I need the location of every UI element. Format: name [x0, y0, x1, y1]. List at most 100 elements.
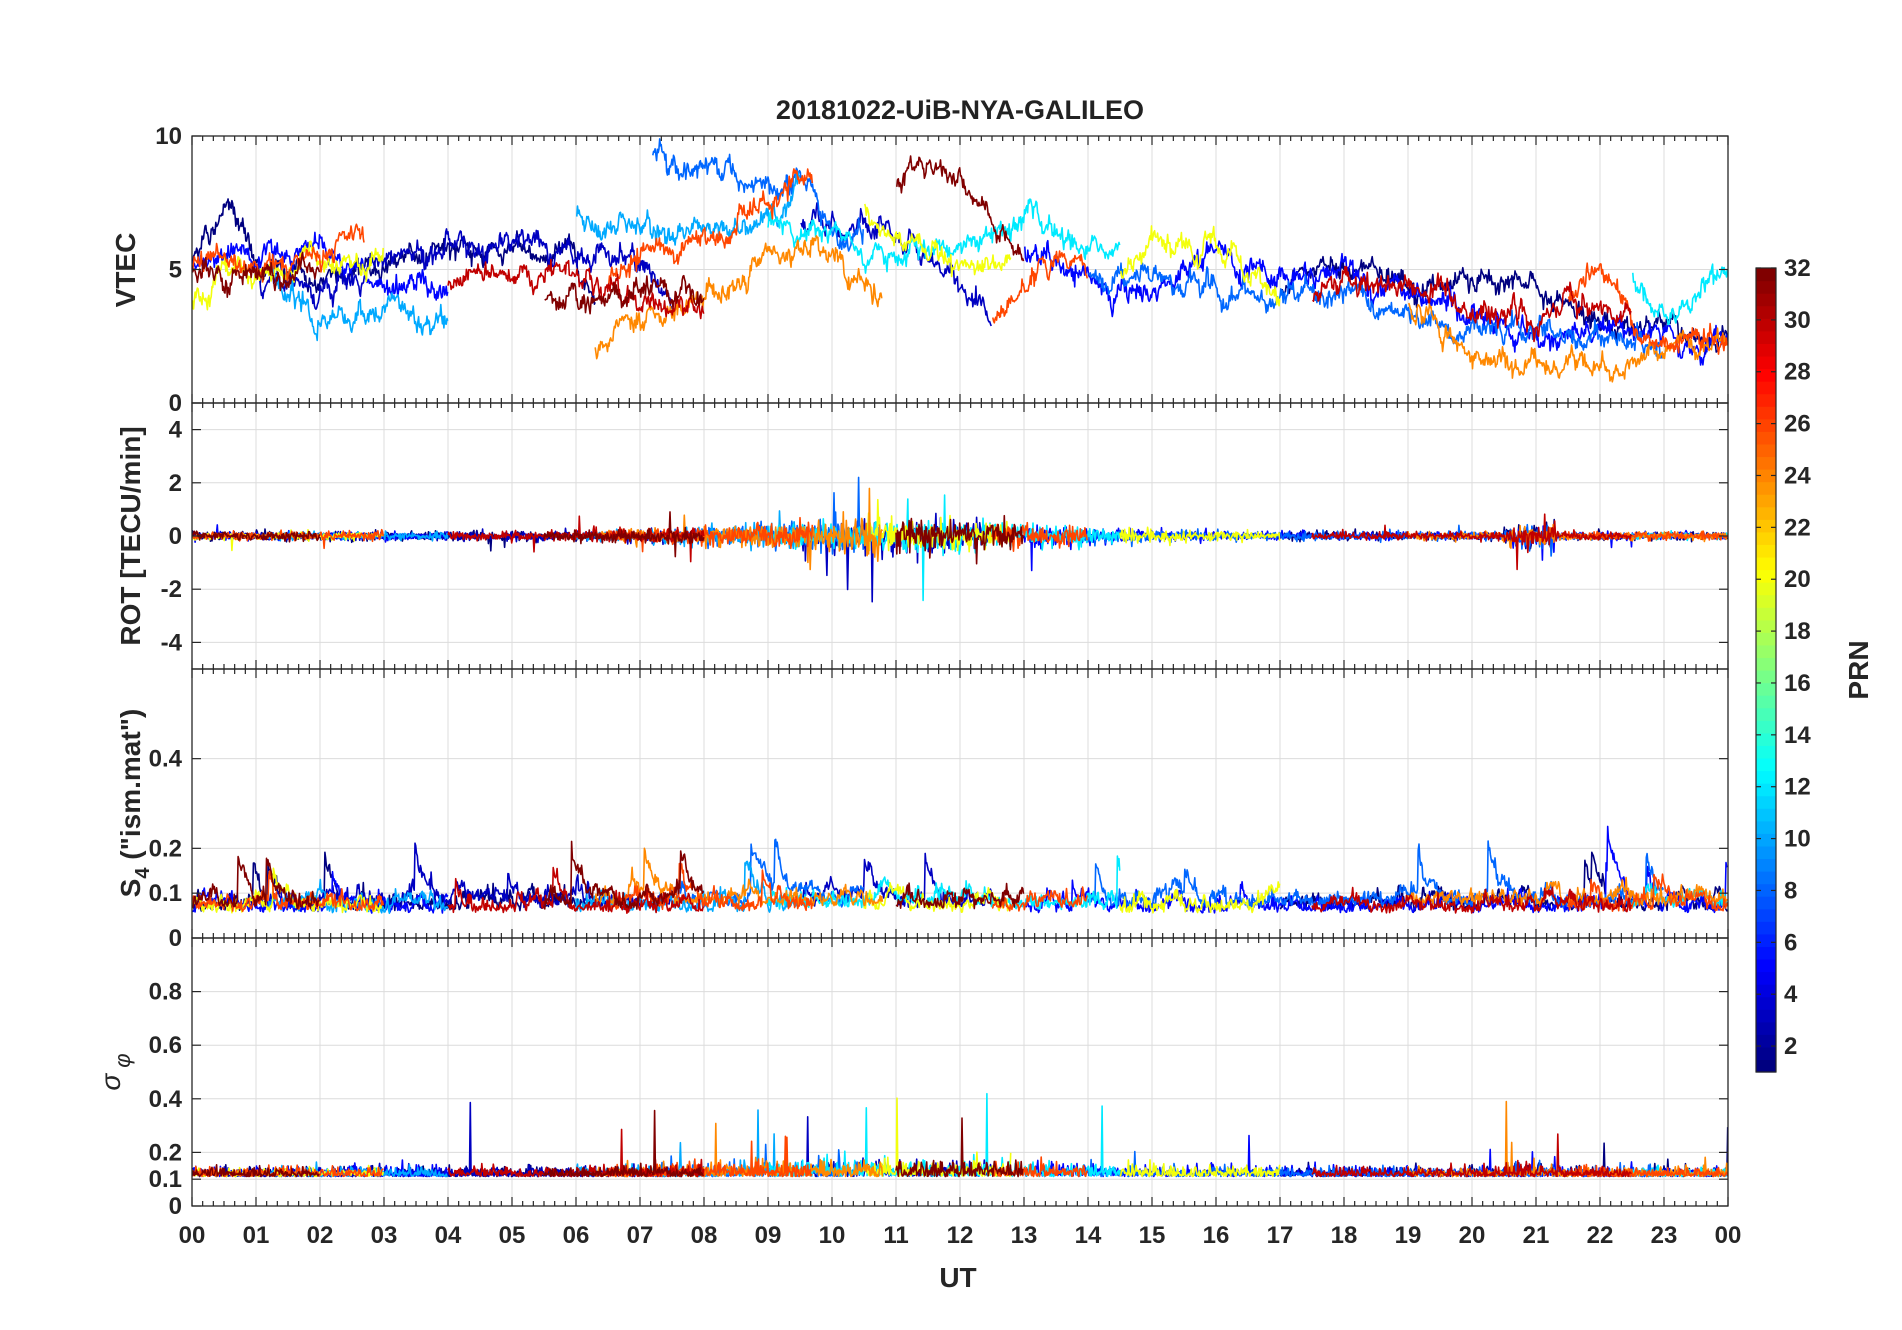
series-line-rot-prn26-arc2 — [991, 521, 1088, 552]
colorbar-segment — [1756, 984, 1776, 998]
colorbar-segment — [1756, 1034, 1776, 1048]
colorbar-tick-label: 10 — [1784, 826, 1811, 853]
colorbar-tick-label: 14 — [1784, 722, 1811, 749]
series-line-vtec-prn12-arc1 — [1632, 263, 1728, 326]
y-tick-label-s4: 0 — [169, 925, 182, 952]
x-tick-label: 12 — [947, 1222, 974, 1249]
series-line-vtec-prn10-arc1 — [576, 171, 801, 246]
series-line-rot-prn32-arc1 — [543, 511, 705, 558]
x-tick-label: 07 — [627, 1222, 654, 1249]
colorbar-segment — [1756, 494, 1776, 508]
panels: 0510-4-202400.10.20.400.10.20.40.60.8VTE… — [95, 123, 1741, 1249]
series-line-vtec-prn30-arc1 — [1312, 265, 1632, 343]
colorbar-segment — [1756, 644, 1776, 659]
y-tick-label-sigma: 0 — [169, 1193, 182, 1220]
colorbar-tick-label: 30 — [1784, 307, 1811, 334]
series-line-vtec-prn26-arc2 — [992, 250, 1088, 324]
series-line-vtec-prn8-arc0 — [652, 138, 864, 252]
x-ticks-rot — [191, 403, 1729, 669]
y-tick-label-rot: 4 — [169, 417, 183, 444]
colorbar-tick-label: 32 — [1784, 255, 1811, 282]
series-line-rot-prn32-arc2 — [895, 514, 1025, 565]
colorbar-tick-label: 24 — [1784, 462, 1811, 489]
x-tick-label: 23 — [1651, 1222, 1678, 1249]
series-line-s4-prn8-arc1 — [1087, 840, 1664, 909]
y-tick-label-rot: 2 — [169, 470, 182, 497]
colorbar-segment — [1756, 921, 1776, 935]
colorbar-tick-label: 16 — [1784, 670, 1811, 697]
colorbar-segment — [1756, 456, 1776, 470]
x-ticks-s4 — [191, 669, 1729, 939]
x-tick-label: 19 — [1395, 1222, 1422, 1249]
colorbar-segment — [1756, 556, 1776, 571]
x-tick-label: 17 — [1267, 1222, 1294, 1249]
y-tick-label-sigma: 0.6 — [149, 1032, 182, 1059]
series-line-s4-prn26-arc2 — [991, 886, 1088, 912]
series-line-sigma-prn20-arc2 — [1119, 1159, 1281, 1178]
colorbar-segment — [1756, 670, 1776, 684]
y-axis-label-vtec: VTEC — [110, 233, 141, 308]
y-tick-label-rot: -2 — [161, 576, 182, 603]
colorbar-segment — [1756, 845, 1776, 860]
y-tick-label-s4: 0.1 — [149, 880, 182, 907]
series-line-rot-prn24-arc0 — [594, 487, 884, 571]
series-line-rot-prn26-arc1 — [607, 516, 814, 553]
y-tick-label-s4: 0.2 — [149, 835, 182, 862]
series-line-vtec-prn24-arc0 — [594, 235, 883, 360]
series-line-s4-prn26-arc3 — [1567, 873, 1728, 912]
colorbar-segment — [1756, 619, 1776, 633]
series-line-s4-prn32-arc2 — [895, 882, 1025, 910]
x-tick-label: 05 — [499, 1222, 526, 1249]
x-tick-label: 06 — [563, 1222, 590, 1249]
colorbar-tick-label: 2 — [1784, 1033, 1797, 1060]
x-tick-label: 18 — [1331, 1222, 1358, 1249]
series-line-vtec-prn32-arc0 — [192, 251, 321, 298]
colorbar-tick-label: 4 — [1784, 981, 1798, 1008]
colorbar-tick-label: 20 — [1784, 566, 1811, 593]
y-tick-label-vtec: 10 — [155, 123, 182, 150]
x-tick-label: 10 — [819, 1222, 846, 1249]
colorbar-segment — [1756, 707, 1776, 721]
x-tick-label: 09 — [755, 1222, 782, 1249]
series-s4 — [192, 825, 1728, 914]
colorbar-tick-label: 28 — [1784, 359, 1811, 386]
colorbar-segment — [1756, 682, 1776, 696]
series-line-vtec-prn12-arc0 — [767, 198, 1121, 274]
colorbar-segment — [1756, 1009, 1776, 1023]
series-line-vtec-prn5-arc1 — [1024, 239, 1728, 366]
series-line-vtec-prn26-arc0 — [192, 223, 365, 283]
colorbar-tick-label: 26 — [1784, 411, 1811, 438]
x-tick-label: 04 — [435, 1222, 462, 1249]
panel-rot: -4 -2 0 2 4 — [161, 402, 1729, 670]
colorbar-segment — [1756, 381, 1776, 395]
colorbar-segment — [1756, 933, 1776, 947]
series-line-vtec-prn8-arc1 — [1088, 262, 1664, 359]
colorbar-segment — [1756, 871, 1776, 885]
colorbar-segment — [1756, 431, 1776, 445]
series-line-sigma-prn32-arc1 — [543, 1109, 705, 1178]
colorbar-segment — [1756, 506, 1776, 520]
colorbar-segment — [1756, 783, 1776, 797]
series-line-vtec-prn26-arc3 — [1568, 262, 1728, 355]
colorbar-segment — [1756, 406, 1776, 420]
colorbar-segment — [1756, 883, 1776, 897]
y-axis-label-s4: S4 ("ism.mat") — [115, 709, 154, 898]
colorbar-segment — [1756, 833, 1776, 847]
series-line-vtec-prn10-arc0 — [268, 263, 449, 342]
chart-title: 20181022-UiB-NYA-GALILEO — [776, 95, 1144, 125]
series-line-vtec-prn32-arc1 — [544, 274, 705, 315]
series-line-vtec-prn26-arc1 — [608, 168, 814, 284]
colorbar-segment — [1756, 820, 1776, 834]
colorbar-segment — [1756, 896, 1776, 910]
series-line-s4-prn10-arc0 — [268, 878, 449, 914]
series-line-vtec-prn3-arc0 — [255, 228, 673, 312]
series-rot — [192, 476, 1728, 603]
colorbar-segment — [1756, 657, 1776, 671]
series-line-sigma-prn26-arc2 — [991, 1156, 1088, 1178]
series-vtec — [192, 138, 1728, 383]
series-line-s4-prn32-arc0 — [192, 855, 321, 910]
colorbar-segment — [1756, 443, 1776, 458]
colorbar-segment — [1756, 1021, 1776, 1035]
colorbar-segment — [1756, 519, 1776, 533]
y-tick-label-sigma: 0.4 — [149, 1086, 183, 1113]
